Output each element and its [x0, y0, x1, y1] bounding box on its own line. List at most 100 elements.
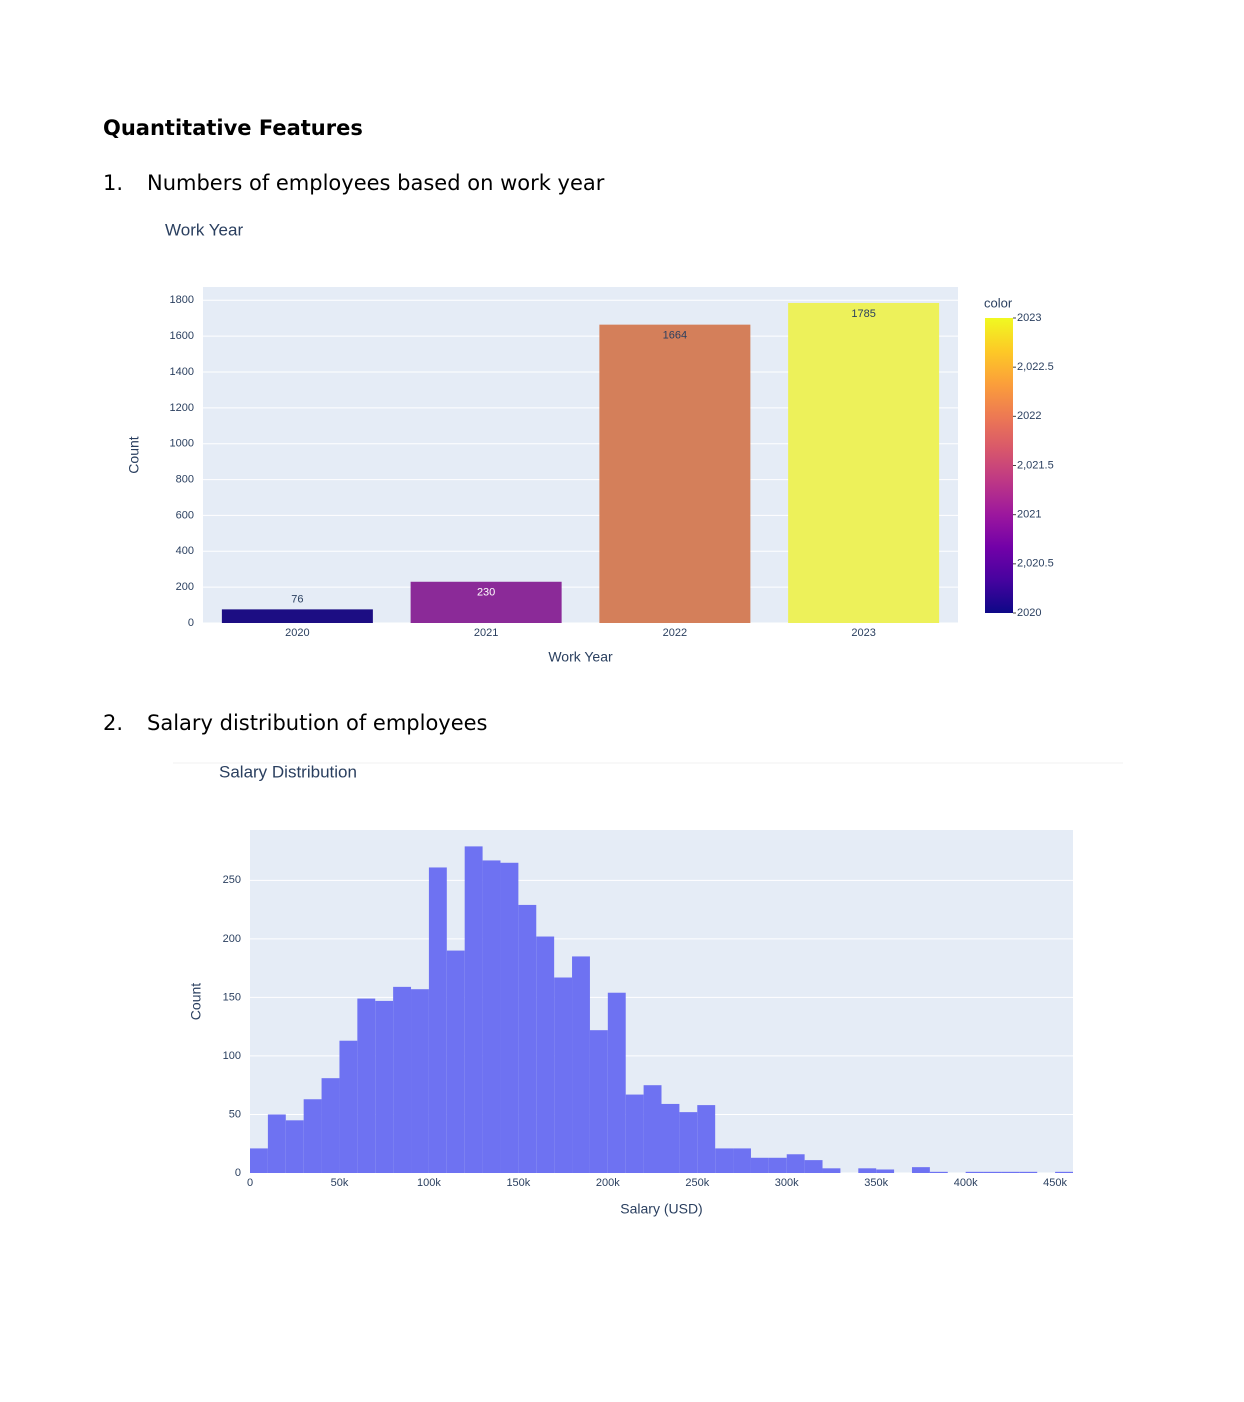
value-label: 1785: [851, 308, 875, 320]
y-tick-label: 1200: [170, 402, 194, 414]
histogram-bar: [715, 1148, 734, 1173]
y-tick-label: 200: [176, 581, 194, 593]
histogram-bar: [822, 1168, 841, 1173]
y-tick-label: 200: [223, 933, 241, 945]
histogram-bar: [911, 1167, 930, 1173]
y-axis-label: Count: [188, 983, 204, 1020]
histogram-bar: [482, 860, 501, 1173]
histogram-bar: [464, 846, 483, 1173]
y-tick-label: 0: [235, 1167, 241, 1179]
chart-title: Salary Distribution: [219, 762, 357, 781]
y-tick-label: 100: [223, 1050, 241, 1062]
y-tick-label: 800: [176, 473, 194, 485]
colorbar-tick-label: 2022: [1017, 410, 1041, 422]
histogram-bar: [697, 1105, 716, 1173]
x-tick-label: 150k: [506, 1177, 530, 1189]
x-tick-label: 400k: [954, 1177, 978, 1189]
bar: [599, 324, 751, 623]
x-tick-label: 250k: [685, 1177, 709, 1189]
histogram-bar: [750, 1157, 769, 1173]
histogram-bar: [589, 1030, 608, 1173]
histogram-bar: [357, 998, 376, 1173]
histogram-bar: [965, 1171, 984, 1173]
histogram-bar: [554, 977, 573, 1173]
histogram-bar: [536, 936, 555, 1173]
colorbar-title: color: [984, 295, 1013, 310]
y-tick-label: 250: [223, 874, 241, 886]
section-heading: 2. Salary distribution of employees: [103, 711, 488, 735]
value-label: 76: [291, 593, 303, 605]
histogram-bar: [929, 1171, 948, 1173]
histogram-bar: [339, 1040, 358, 1173]
histogram-bar: [428, 867, 447, 1173]
y-tick-label: 1600: [170, 330, 194, 342]
y-tick-label: 1400: [170, 366, 194, 378]
histogram-bar: [500, 862, 519, 1173]
y-tick-label: 0: [188, 617, 194, 629]
histogram-bar: [1001, 1171, 1020, 1173]
y-tick-label: 600: [176, 509, 194, 521]
value-label: 1664: [663, 330, 687, 342]
colorbar-tick-label: 2,022.5: [1017, 361, 1054, 373]
colorbar-tick-label: 2021: [1017, 509, 1041, 521]
x-tick-label: 300k: [775, 1177, 799, 1189]
bar: [410, 581, 562, 623]
histogram-bar: [446, 950, 465, 1173]
x-tick-label: 2022: [663, 627, 687, 639]
y-tick-label: 400: [176, 545, 194, 557]
y-tick-label: 50: [229, 1108, 241, 1120]
heading: Quantitative Features: [103, 116, 363, 140]
y-tick-label: 1800: [170, 294, 194, 306]
histogram-bar: [983, 1171, 1002, 1173]
histogram-bar: [876, 1169, 895, 1173]
y-tick-label: 150: [223, 991, 241, 1003]
x-tick-label: 0: [247, 1177, 253, 1189]
histogram-bar: [733, 1148, 751, 1173]
section-number: 1.: [103, 171, 124, 195]
bar: [221, 609, 373, 623]
section-number: 2.: [103, 711, 124, 735]
histogram-bar: [572, 956, 590, 1173]
histogram-bar: [858, 1168, 877, 1173]
value-label: 230: [477, 587, 495, 599]
histogram-bar: [303, 1099, 322, 1173]
histogram-bar: [607, 992, 626, 1173]
colorbar-tick-label: 2,021.5: [1017, 459, 1054, 471]
histogram-bar: [679, 1112, 698, 1173]
x-tick-label: 2021: [474, 627, 498, 639]
histogram-bar: [804, 1160, 823, 1173]
colorbar-tick-label: 2023: [1017, 312, 1041, 324]
x-tick-label: 100k: [417, 1177, 441, 1189]
bar: [788, 302, 940, 623]
histogram-bar: [321, 1078, 340, 1173]
histogram-bar: [625, 1094, 644, 1173]
histogram-bar: [1055, 1171, 1073, 1173]
colorbar: [985, 318, 1013, 613]
section-title: Numbers of employees based on work year: [147, 171, 605, 195]
histogram-bar: [393, 986, 412, 1173]
x-tick-label: 350k: [864, 1177, 888, 1189]
x-tick-label: 2020: [285, 627, 309, 639]
histogram-bar: [661, 1103, 680, 1173]
histogram-bar: [250, 1148, 268, 1173]
colorbar-tick-label: 2,020.5: [1017, 558, 1054, 570]
histogram-bar: [267, 1114, 286, 1173]
x-tick-label: 200k: [596, 1177, 620, 1189]
x-tick-label: 450k: [1043, 1177, 1067, 1189]
histogram-bar: [786, 1154, 805, 1173]
colorbar-tick-label: 2020: [1017, 607, 1041, 619]
histogram-bar: [518, 904, 537, 1173]
section-title: Salary distribution of employees: [147, 711, 488, 735]
histogram-bar: [643, 1085, 662, 1173]
y-axis-label: Count: [126, 436, 142, 473]
chart-title: Work Year: [165, 220, 243, 239]
x-axis-label: Work Year: [548, 649, 613, 665]
y-tick-label: 1000: [170, 438, 194, 450]
x-tick-label: 50k: [331, 1177, 349, 1189]
histogram-bar: [375, 1000, 394, 1173]
histogram-bar: [411, 989, 429, 1173]
histogram-bar: [1019, 1171, 1038, 1173]
x-axis-label: Salary (USD): [620, 1201, 702, 1217]
